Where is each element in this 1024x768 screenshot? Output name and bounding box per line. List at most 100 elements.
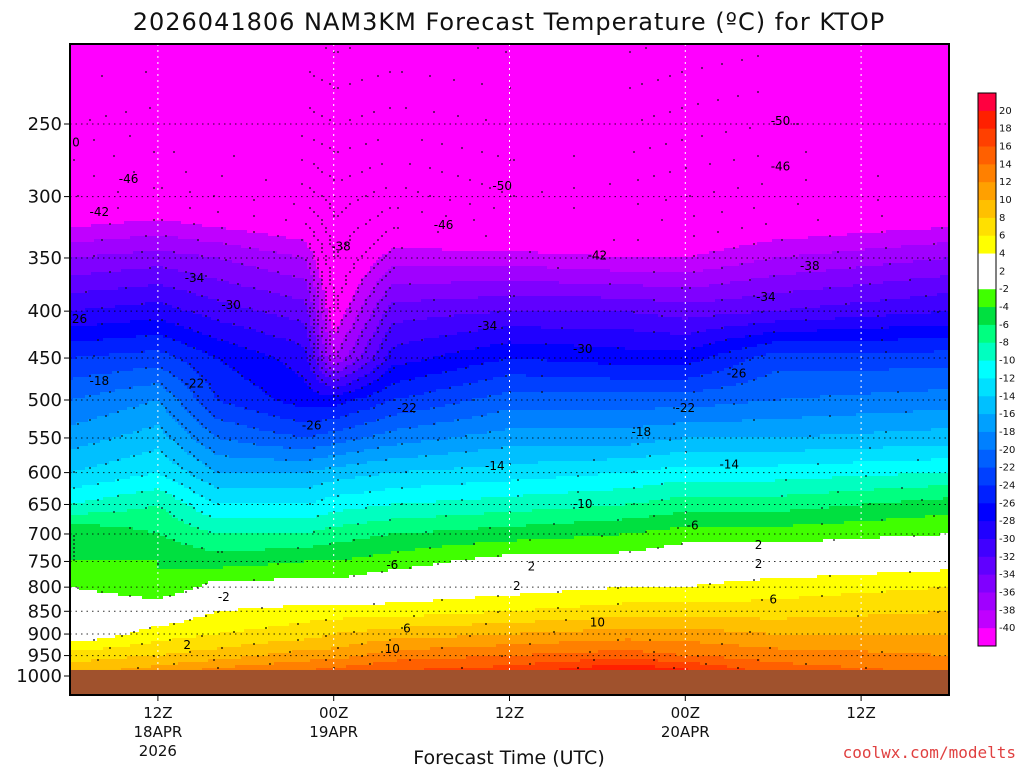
contour-point	[313, 319, 315, 321]
field-cell	[70, 533, 161, 537]
contour-point	[197, 419, 199, 421]
colorbar-label: -6	[999, 320, 1009, 331]
contour-point	[665, 199, 667, 201]
contour-point	[313, 303, 315, 305]
field-cell	[943, 497, 949, 501]
contour-point	[277, 235, 279, 237]
contour-point	[361, 355, 363, 357]
contour-point	[201, 375, 203, 377]
field-cell	[304, 299, 311, 303]
field-cell	[205, 407, 245, 411]
contour-point	[165, 455, 167, 457]
colorbar-swatch	[978, 146, 996, 165]
field-cell	[331, 647, 431, 651]
field-cell	[289, 623, 473, 627]
field-cell	[343, 509, 533, 513]
field-cell	[70, 659, 92, 663]
contour-point	[389, 415, 391, 417]
contour-point	[465, 559, 467, 561]
contour-label: -6	[687, 518, 699, 532]
contour-point	[461, 483, 463, 485]
contour-point	[369, 491, 371, 493]
contour-point	[85, 291, 87, 293]
contour-point	[117, 411, 119, 413]
field-cell	[316, 287, 323, 291]
contour-point	[357, 199, 359, 201]
contour-point	[385, 187, 387, 189]
contour-point	[645, 47, 647, 49]
contour-point	[465, 435, 467, 437]
field-cell	[118, 494, 173, 498]
contour-point	[141, 303, 143, 305]
field-cell	[127, 509, 167, 513]
field-cell	[487, 395, 821, 399]
contour-point	[321, 359, 323, 361]
field-cell	[709, 356, 755, 360]
contour-point	[309, 187, 311, 189]
contour-point	[341, 247, 343, 249]
contour-point	[357, 315, 359, 317]
colorbar-legend: 2018161412108642-2-4-6-8-10-12-14-16-18-…	[977, 92, 1015, 647]
contour-point	[221, 551, 223, 553]
contour-point	[885, 431, 887, 433]
contour-point	[425, 531, 427, 533]
contour-point	[541, 391, 543, 393]
contour-point	[105, 463, 107, 465]
field-cell	[316, 263, 374, 267]
field-cell	[70, 548, 206, 552]
field-cell	[70, 437, 113, 441]
contour-point	[325, 371, 327, 373]
contour-point	[257, 267, 259, 269]
contour-point	[353, 631, 355, 633]
field-cell	[184, 383, 209, 387]
field-cell	[163, 431, 188, 435]
contour-point	[337, 307, 339, 309]
field-cell	[97, 464, 179, 468]
field-cell	[388, 305, 821, 309]
contour-point	[909, 571, 911, 573]
contour-point	[189, 363, 191, 365]
contour-point	[353, 267, 355, 269]
contour-point	[357, 339, 359, 341]
field-cell	[670, 497, 944, 501]
contour-point	[749, 359, 751, 361]
field-cell	[760, 659, 949, 663]
field-cell	[307, 242, 758, 246]
field-cell	[295, 419, 323, 423]
field-cell	[526, 374, 701, 378]
field-cell	[190, 365, 230, 369]
contour-point	[173, 539, 175, 541]
contour-point	[669, 439, 671, 441]
field-cell	[367, 506, 581, 510]
field-cell	[70, 614, 206, 618]
contour-point	[457, 115, 459, 117]
contour-point	[293, 419, 295, 421]
contour-point	[325, 291, 327, 293]
contour-point	[805, 151, 807, 153]
contour-point	[189, 191, 191, 193]
contour-point	[141, 643, 143, 645]
field-cell	[409, 341, 509, 345]
contour-point	[149, 319, 151, 321]
credit-link[interactable]: coolwx.com/modelts	[843, 743, 1016, 762]
contour-point	[345, 315, 347, 317]
x-tick-label: 00Z	[319, 704, 348, 722]
contour-point	[329, 339, 331, 341]
contour-point	[109, 647, 111, 649]
contour-point	[321, 275, 323, 277]
field-cell	[349, 575, 818, 579]
field-cell	[316, 515, 437, 519]
contour-point	[817, 219, 819, 221]
contour-point	[301, 135, 303, 137]
contour-point	[461, 147, 463, 149]
contour-point	[213, 415, 215, 417]
contour-point	[317, 319, 319, 321]
contour-point	[337, 495, 339, 497]
field-cell	[70, 71, 949, 75]
field-cell	[532, 509, 791, 513]
field-cell	[70, 551, 392, 555]
contour-point	[837, 251, 839, 253]
contour-point	[773, 275, 775, 277]
field-cell	[196, 509, 344, 513]
contour-point	[477, 47, 479, 49]
